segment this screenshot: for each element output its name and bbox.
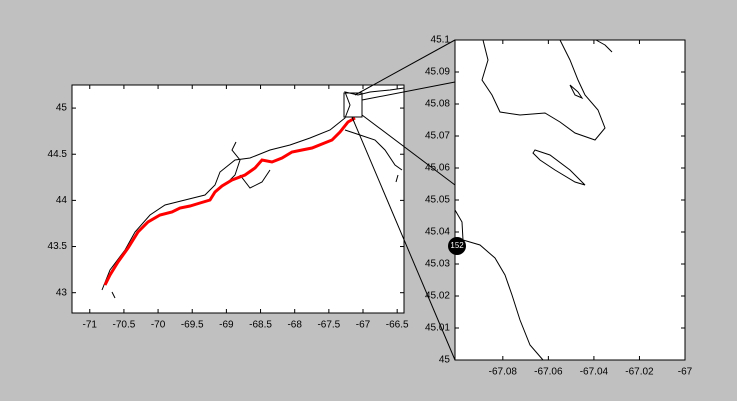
y-tick-label: 45.08 xyxy=(425,99,450,110)
x-tick-label: -70 xyxy=(151,320,166,331)
axes-frame xyxy=(71,84,405,314)
y-tick-label: 45.02 xyxy=(425,291,450,302)
y-tick-label: 43.5 xyxy=(48,241,68,252)
points-left xyxy=(103,116,356,286)
x-tick-label: -66.5 xyxy=(386,320,409,331)
annotation-marker: 152 xyxy=(448,237,466,255)
y-tick-label: 45.06 xyxy=(425,163,450,174)
y-tick-label: 44 xyxy=(56,195,68,206)
y-tick-label: 43 xyxy=(56,287,68,298)
x-tick-label: -68 xyxy=(287,320,302,331)
y-tick-label: 45.04 xyxy=(425,227,450,238)
x-tick-label: -67 xyxy=(356,320,371,331)
y-tick-label: 45.03 xyxy=(425,259,450,270)
x-tick-label: -69 xyxy=(219,320,234,331)
annotation: 152 xyxy=(450,241,464,250)
axes-right xyxy=(455,40,685,360)
x-tick-label: -69.5 xyxy=(181,320,204,331)
y-tick-label: 45.1 xyxy=(431,35,451,46)
y-tick-label: 45.07 xyxy=(425,131,450,142)
x-tick-label: -67 xyxy=(678,367,693,378)
x-tick-label: -67.08 xyxy=(489,367,518,378)
x-tick-label: -68.5 xyxy=(249,320,272,331)
y-tick-label: 45 xyxy=(56,103,68,114)
x-tick-label: -67.02 xyxy=(625,367,654,378)
coastline-right xyxy=(454,39,613,361)
x-tick-label: -67.04 xyxy=(580,367,609,378)
x-tick-label: -71 xyxy=(83,320,98,331)
y-tick-label: 45.05 xyxy=(425,195,450,206)
x-tick-label: -67.5 xyxy=(317,320,340,331)
x-tick-label: -70.5 xyxy=(113,320,136,331)
y-tick-label: 45.09 xyxy=(425,67,450,78)
x-tick-label: -67.06 xyxy=(534,367,563,378)
y-tick-label: 45 xyxy=(439,355,451,366)
y-tick-label: 45.01 xyxy=(425,323,450,334)
y-tick-label: 44.5 xyxy=(48,149,68,160)
